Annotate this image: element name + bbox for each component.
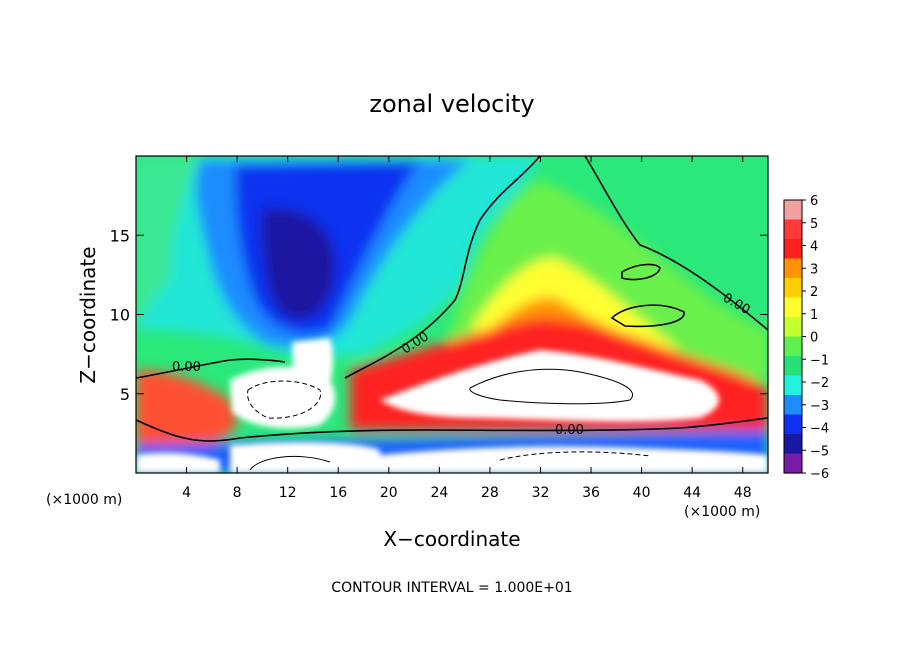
colorbar-tick-label: 0 <box>810 331 818 346</box>
y-tick-label: 10 <box>110 306 130 325</box>
colorbar-swatch <box>784 336 802 357</box>
contour-positive-core <box>469 368 633 405</box>
y-axis-label: Z−coordinate <box>76 246 100 383</box>
x-axis: 4 8 12 16 20 24 28 32 36 40 44 48 <box>182 156 752 501</box>
field-white-bottom-left <box>136 452 220 473</box>
field-white-bottom-right <box>380 446 768 473</box>
colorbar-swatch <box>784 434 802 455</box>
x-tick-label: 32 <box>532 485 550 501</box>
contour-zero-loop-large <box>610 304 685 328</box>
colorbar-swatch <box>784 278 802 299</box>
contour-zero-upper <box>344 156 541 379</box>
chart-title: zonal velocity <box>369 90 534 118</box>
colorbar-swatch <box>784 414 802 435</box>
colorbar-swatch <box>784 239 802 260</box>
colorbar-swatch <box>784 200 802 221</box>
contour-zero-left <box>136 358 286 379</box>
contour-negative-left <box>247 380 322 419</box>
velocity-field <box>136 156 768 473</box>
x-tick-label: 4 <box>182 485 191 501</box>
colorbar-tick-label: −1 <box>810 353 829 368</box>
colorbar-tick-label: 6 <box>810 194 818 209</box>
contour-zero-lower <box>136 417 768 442</box>
colorbar-swatch <box>784 453 802 474</box>
colorbar-swatch <box>784 219 802 240</box>
x-tick-label: 8 <box>233 485 242 501</box>
field-white-bottom-mid <box>230 442 380 473</box>
colorbar-tick-label: −2 <box>810 376 829 391</box>
colorbar-swatch <box>784 356 802 377</box>
y-tick-label: 5 <box>120 385 130 404</box>
x-unit-right: (×1000 m) <box>684 504 760 520</box>
y-axis: 5 10 15 <box>110 226 768 404</box>
x-tick-label: 16 <box>329 485 347 501</box>
colorbar-swatch <box>784 317 802 338</box>
contour-label-4: 0.00 <box>555 423 584 438</box>
x-tick-label: 48 <box>734 485 752 501</box>
contour-negative-bottom <box>499 451 651 461</box>
field-green-region-left <box>136 156 200 330</box>
colorbar-tick-label: 2 <box>810 285 818 300</box>
x-axis-label: X−coordinate <box>383 527 520 551</box>
field-white-core-right <box>380 350 719 422</box>
colorbar-tick-label: −4 <box>810 422 829 437</box>
x-tick-label: 36 <box>582 485 600 501</box>
x-tick-label: 40 <box>633 485 651 501</box>
colorbar-swatch <box>784 375 802 396</box>
colorbar-tick-label: −6 <box>810 467 829 482</box>
x-tick-label: 12 <box>279 485 297 501</box>
colorbar-tick-label: −5 <box>810 444 829 459</box>
contour-interval-note: CONTOUR INTERVAL = 1.000E+01 <box>331 580 572 596</box>
contour-zero-right-branch <box>584 156 768 331</box>
x-unit-left: (×1000 m) <box>46 492 122 508</box>
colorbar: 6 5 4 3 2 1 0 −1 −2 −3 −4 −5 −6 <box>783 194 829 482</box>
contour-zero-loop-small <box>621 263 661 281</box>
x-tick-label: 44 <box>683 485 701 501</box>
colorbar-tick-label: 4 <box>810 240 818 255</box>
contour-bottom-bowl <box>249 455 331 471</box>
x-tick-label: 28 <box>481 485 499 501</box>
colorbar-swatch <box>784 395 802 416</box>
x-tick-label: 24 <box>430 485 448 501</box>
y-tick-label: 15 <box>110 226 130 245</box>
colorbar-tick-label: 5 <box>810 217 818 232</box>
field-navy-region <box>262 209 335 320</box>
contour-label-1: 0.00 <box>172 360 201 375</box>
field-white-blob <box>292 338 333 384</box>
colorbar-swatch <box>784 258 802 279</box>
x-tick-label: 20 <box>380 485 398 501</box>
colorbar-tick-label: 3 <box>810 262 818 277</box>
colorbar-tick-label: 1 <box>810 308 818 323</box>
colorbar-tick-label: −3 <box>810 399 829 414</box>
colorbar-swatch <box>784 297 802 318</box>
